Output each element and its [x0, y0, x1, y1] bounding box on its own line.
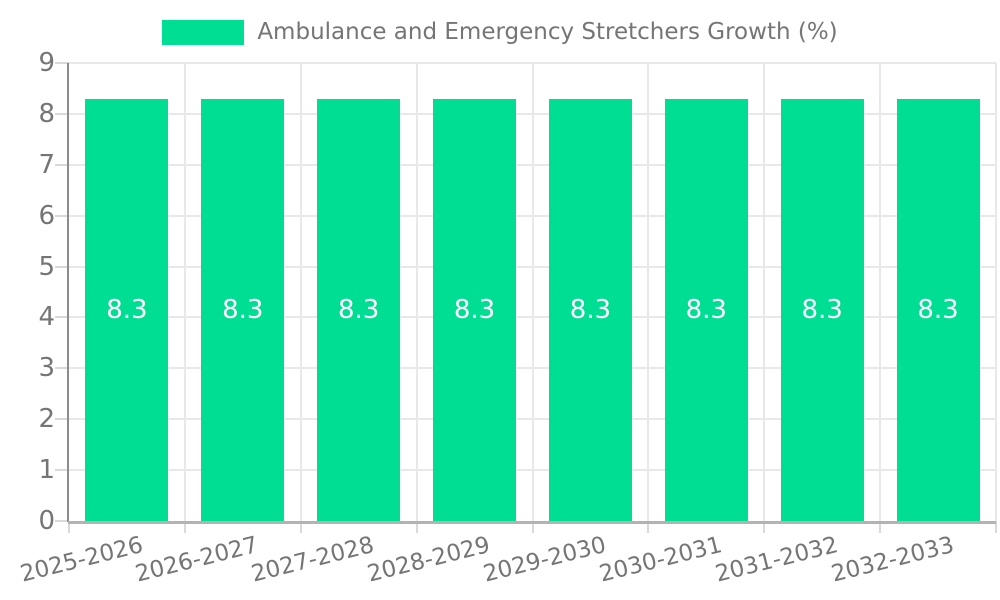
y-axis-tick	[55, 520, 69, 522]
y-axis-label: 5	[38, 251, 55, 282]
bar[interactable]: 8.3	[780, 98, 864, 521]
x-axis-label: 2031-2032	[712, 532, 841, 588]
x-axis-line	[68, 521, 996, 524]
gridline-vertical	[415, 63, 418, 521]
x-axis-label: 2025-2026	[17, 532, 146, 588]
x-axis-label: 2027-2028	[249, 532, 377, 588]
y-axis-tick	[55, 316, 69, 319]
legend-swatch-icon	[162, 19, 245, 45]
y-axis-label: 4	[38, 302, 55, 333]
y-axis-tick	[55, 112, 69, 115]
bar[interactable]: 8.3	[317, 98, 401, 521]
gridline-vertical	[299, 63, 302, 521]
x-axis-tick	[531, 521, 534, 533]
y-axis-label: 1	[38, 455, 55, 486]
y-axis-tick	[55, 62, 69, 64]
x-axis-label: 2030-2031	[596, 532, 725, 588]
y-axis-tick	[55, 265, 69, 268]
x-axis-label: 2028-2029	[364, 532, 493, 588]
gridline-vertical	[647, 63, 650, 521]
bar[interactable]: 8.3	[664, 98, 748, 521]
bar[interactable]: 8.3	[548, 98, 632, 521]
y-axis-label: 8	[38, 98, 55, 129]
bar[interactable]: 8.3	[85, 98, 169, 521]
bar-value-label: 8.3	[106, 294, 148, 325]
x-axis-tick	[879, 521, 882, 533]
y-axis-label: 9	[38, 48, 55, 78]
y-axis-tick	[55, 163, 69, 166]
y-axis-label: 2	[38, 404, 55, 435]
gridline-vertical	[995, 63, 997, 521]
y-axis-tick	[55, 469, 69, 472]
bar-value-label: 8.3	[569, 294, 612, 325]
gridline-vertical	[879, 63, 882, 521]
y-axis-label: 6	[38, 200, 55, 231]
y-axis-label: 3	[38, 353, 55, 384]
legend-label: Ambulance and Emergency Stretchers Growt…	[257, 19, 838, 45]
bar[interactable]: 8.3	[896, 98, 980, 521]
x-axis-tick	[763, 521, 766, 533]
y-axis-tick	[55, 214, 69, 217]
x-axis-label: 2029-2030	[480, 532, 609, 588]
bar-value-label: 8.3	[917, 294, 959, 325]
x-axis-tick	[995, 521, 997, 533]
gridline-vertical	[183, 63, 186, 521]
x-axis-tick	[299, 521, 302, 533]
y-axis-line	[67, 63, 69, 522]
y-axis-tick	[55, 367, 69, 370]
x-axis-tick	[415, 521, 418, 533]
bar-value-label: 8.3	[338, 294, 380, 325]
y-axis-label: 7	[38, 149, 55, 180]
x-axis-label: 2032-2033	[828, 532, 957, 588]
legend[interactable]: Ambulance and Emergency Stretchers Growt…	[0, 16, 1000, 48]
x-axis-tick	[68, 521, 70, 533]
x-axis-tick	[183, 521, 186, 533]
bar-value-label: 8.3	[453, 294, 496, 325]
bar[interactable]: 8.3	[433, 98, 517, 521]
bar-value-label: 8.3	[685, 294, 727, 325]
y-axis-tick	[55, 418, 69, 421]
bar-value-label: 8.3	[801, 294, 843, 325]
gridline-vertical	[763, 63, 766, 521]
x-axis-label: 2026-2027	[133, 532, 262, 588]
gridline-vertical	[531, 63, 534, 521]
y-axis-label: 0	[38, 506, 55, 536]
bar-value-label: 8.3	[222, 294, 264, 325]
bar[interactable]: 8.3	[201, 98, 285, 521]
x-axis-tick	[647, 521, 650, 533]
